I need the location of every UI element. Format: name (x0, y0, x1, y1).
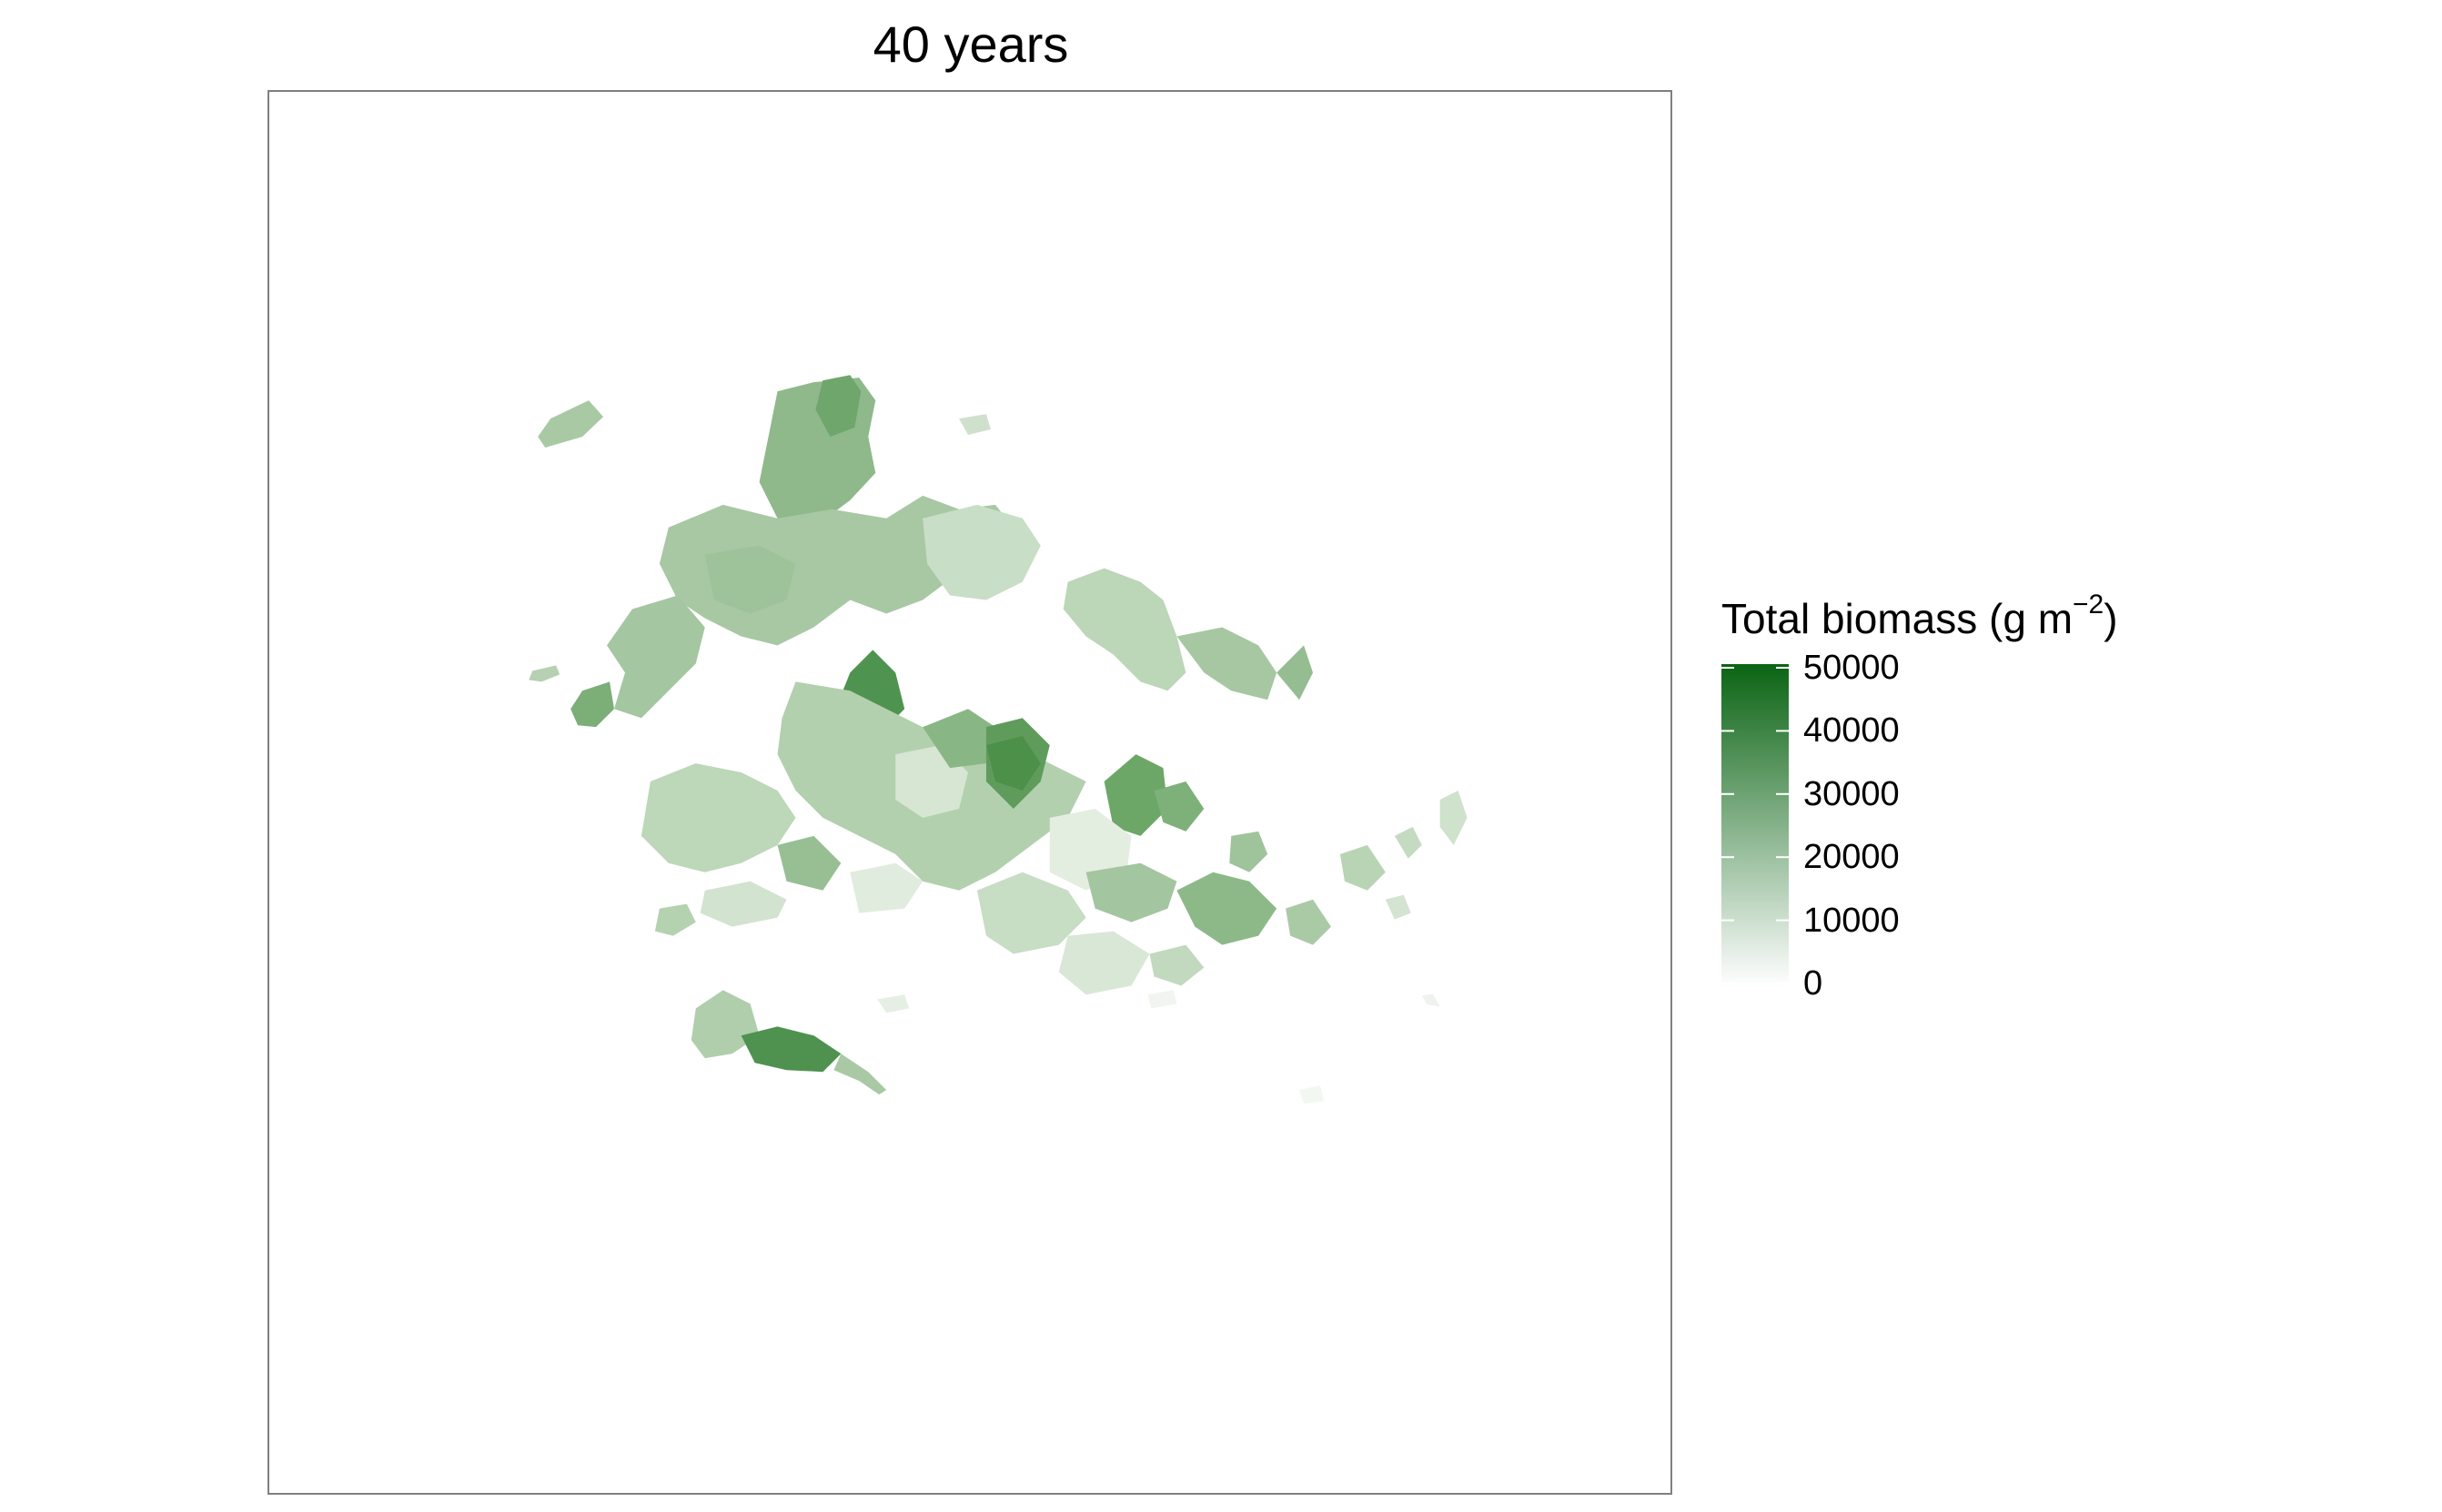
forest-patch (1154, 781, 1205, 832)
forest-patch (1063, 568, 1186, 691)
map-title: 40 years (873, 15, 1069, 73)
forest-patch (607, 595, 705, 719)
legend-title-superscript: −2 (2073, 590, 2104, 620)
legend-colorbar (1721, 664, 1789, 987)
forest-patch (1394, 826, 1422, 859)
forest-patch (529, 665, 560, 682)
legend-gradient (1721, 664, 1789, 987)
forest-patch (1439, 791, 1468, 845)
forest-patch (641, 763, 796, 872)
legend-tick-label: 50000 (1803, 649, 1900, 687)
biomass-map (529, 375, 1468, 1104)
legend-title: Total biomass (g m−2) (1721, 591, 2118, 646)
forest-patch (976, 872, 1086, 954)
legend-title-suffix: ) (2104, 595, 2118, 642)
forest-patch (923, 504, 1041, 600)
forest-patch (923, 709, 995, 769)
forest-patch (1085, 862, 1177, 922)
legend-labels: 50000 40000 30000 20000 10000 0 (1803, 650, 1985, 1002)
forest-patch (654, 903, 696, 936)
forest-patch (833, 1053, 887, 1095)
legend-tick-label: 0 (1803, 964, 1823, 1003)
forest-patch (1421, 993, 1440, 1007)
forest-patch (1229, 831, 1268, 872)
forest-patch (570, 681, 615, 728)
forest-patch (850, 862, 923, 913)
forest-patch (1176, 872, 1277, 945)
forest-patch (1176, 627, 1277, 701)
forest-patch (985, 736, 1041, 791)
forest-patches (529, 375, 1468, 1104)
legend-tick-label: 40000 (1803, 711, 1900, 751)
forest-patch (1276, 645, 1314, 701)
forest-patch (1385, 894, 1411, 920)
forest-patch (1147, 990, 1177, 1009)
forest-patch (704, 545, 796, 614)
forest-patch (1149, 944, 1205, 986)
forest-patch (1339, 844, 1386, 891)
forest-patch (959, 414, 991, 436)
forest-patch (700, 881, 787, 927)
map-panel (267, 90, 1672, 1495)
forest-patch (815, 375, 862, 438)
forest-patch (1286, 899, 1331, 945)
forest-patch (877, 994, 910, 1013)
legend-tick-label: 30000 (1803, 774, 1900, 813)
forest-patch (691, 990, 760, 1059)
forest-patch (741, 1026, 842, 1073)
forest-patch (1104, 754, 1168, 836)
legend-tick-label: 10000 (1803, 901, 1900, 940)
legend-tick-label: 20000 (1803, 838, 1900, 877)
forest-patch (1058, 931, 1150, 995)
forest-patch (538, 400, 604, 448)
legend-title-text: Total biomass (g m (1721, 595, 2074, 642)
forest-patch (777, 835, 842, 891)
forest-patch (1299, 1085, 1324, 1104)
